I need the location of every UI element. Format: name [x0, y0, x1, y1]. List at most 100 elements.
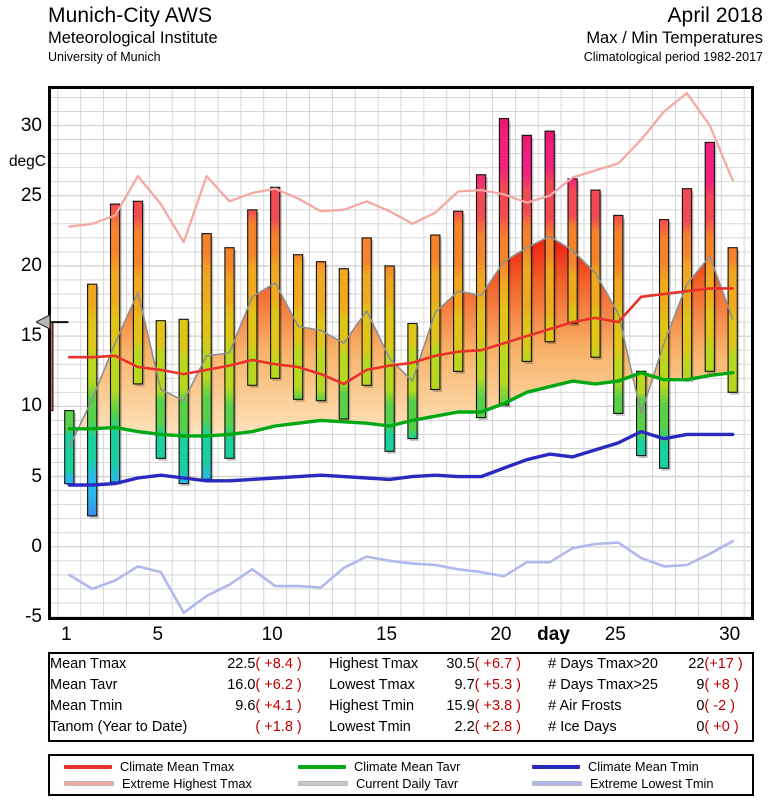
- stats-anomaly: ( +8.4 ): [255, 656, 302, 672]
- statistics-box: Mean Tmax 22.5( +8.4 ) Highest Tmax 30.5( +…: [48, 652, 754, 742]
- stats-label: # Days Tmax>25: [548, 677, 658, 693]
- climate-mean-tavr-line: [67, 371, 735, 438]
- stats-value: 15.9: [446, 698, 475, 714]
- column-gap: [313, 654, 329, 675]
- y-axis-tick-10: 10: [20, 395, 42, 417]
- stats-label: Tanom (Year to Date): [50, 719, 188, 735]
- legend-label: Climate Mean Tmax: [120, 758, 235, 774]
- legend-color-swatch: [298, 781, 348, 786]
- current-daily-tavr-line: [68, 235, 734, 448]
- stats-label: Mean Tmin: [50, 698, 123, 714]
- y-axis-tick-20: 20: [20, 254, 42, 276]
- stats-value: 9: [696, 677, 705, 693]
- chart-subtitle: Max / Min Temperatures: [586, 29, 763, 47]
- legend-label: Climate Mean Tavr: [354, 758, 461, 774]
- stats-anomaly: ( +6.7 ): [474, 656, 521, 672]
- plot-frame: [48, 86, 754, 620]
- stats-row: Mean Tmax 22.5( +8.4 ) Highest Tmax 30.5( +…: [50, 654, 752, 675]
- legend-color-swatch: [532, 764, 580, 769]
- period-title: April 2018: [667, 4, 763, 27]
- column-gap: [313, 717, 329, 738]
- legend-color-swatch: [64, 764, 112, 769]
- legend-color-swatch: [298, 764, 346, 769]
- legend-item: Extreme Lowest Tmin: [532, 775, 752, 791]
- stats-value: 22.5: [227, 656, 256, 672]
- stats-value: 9.7: [454, 677, 475, 693]
- stats-row: Mean Tavr 16.0( +6.2 ) Lowest Tmax 9.7( +5.…: [50, 675, 752, 696]
- station-title: Munich-City AWS: [48, 4, 213, 27]
- header-right: April 2018 Max / Min Temperatures Climat…: [584, 4, 763, 66]
- stats-anomaly: (+17 ): [704, 656, 743, 672]
- x-axis-title: day: [537, 624, 570, 645]
- legend-color-swatch: [64, 781, 114, 786]
- stats-label: Lowest Tmax: [328, 677, 415, 693]
- anomaly-bar: [51, 321, 54, 412]
- year-to-date-anomaly-marker: [51, 321, 69, 412]
- stats-anomaly: ( +5.3 ): [474, 677, 521, 693]
- y-axis-tick-15: 15: [20, 325, 42, 347]
- x-axis-tick-15: 15: [375, 624, 398, 645]
- stats-label: Highest Tmax: [328, 656, 419, 672]
- stats-row: Mean Tmin 9.6( +4.1 ) Highest Tmin 15.9( +3…: [50, 696, 752, 717]
- stats-value: 9.6: [235, 698, 256, 714]
- stats-anomaly: ( +1.8 ): [255, 719, 302, 735]
- y-axis-title: degC: [8, 153, 46, 171]
- column-gap: [532, 675, 548, 696]
- legend-item: Climate Mean Tavr: [298, 758, 518, 774]
- tavr-anomaly-band: [69, 236, 733, 448]
- stats-value: [220, 717, 255, 738]
- stats-label: Mean Tmax: [50, 656, 127, 672]
- stats-value: 2.2: [454, 719, 475, 735]
- statistics-table: Mean Tmax 22.5( +8.4 ) Highest Tmax 30.5( +…: [50, 654, 752, 738]
- legend-box: Climate Mean Tmax Extreme Highest Tmax Cli…: [48, 754, 754, 796]
- legend-item: Climate Mean Tmin: [532, 758, 752, 774]
- x-axis-tick-10: 10: [261, 624, 283, 645]
- stats-anomaly: ( +2.8 ): [474, 719, 521, 735]
- stats-label: # Ice Days: [548, 719, 617, 735]
- stats-value: 0: [696, 698, 705, 714]
- daily-range-bars: [64, 117, 740, 519]
- column-gap: [532, 696, 548, 717]
- x-axis-tick-1: 1: [61, 624, 72, 645]
- climate-mean-tmin-line: [67, 429, 735, 487]
- stats-label: Mean Tavr: [50, 677, 118, 693]
- stats-label: Highest Tmin: [328, 698, 415, 714]
- stats-label: Lowest Tmin: [328, 719, 411, 735]
- legend-color-swatch: [532, 781, 582, 786]
- stats-anomaly: ( +8 ): [704, 677, 739, 693]
- climate-mean-tmax-line: [67, 287, 735, 386]
- legend-column-2: Climate Mean Tavr Current Daily Tavr: [284, 758, 518, 791]
- legend-label: Extreme Lowest Tmin: [590, 775, 714, 791]
- anomaly-arrow-icon: [36, 314, 51, 331]
- y-axis-tick-25: 25: [20, 184, 42, 206]
- y-axis-tick-5: 5: [31, 465, 42, 487]
- plot-area: [51, 89, 751, 617]
- page-header: Munich-City AWS Meteorological Institute…: [0, 0, 775, 82]
- stats-label: # Air Frosts: [548, 698, 622, 714]
- column-gap: [313, 696, 329, 717]
- temperature-chart: [51, 89, 751, 617]
- stats-label: # Days Tmax>20: [548, 656, 658, 672]
- legend-item: Current Daily Tavr: [298, 775, 518, 791]
- y-axis-tick--5: -5: [25, 606, 42, 627]
- x-axis-tick-5: 5: [152, 624, 164, 645]
- legend-label: Current Daily Tavr: [356, 775, 459, 791]
- legend-label: Extreme Highest Tmax: [122, 775, 252, 791]
- header-left: Munich-City AWS Meteorological Institute…: [48, 4, 218, 66]
- stats-value: 16.0: [227, 677, 256, 693]
- stats-anomaly: ( -2 ): [704, 698, 736, 714]
- y-axis-tick-30: 30: [20, 114, 42, 136]
- x-axis-tick-30: 30: [719, 624, 741, 645]
- column-gap: [313, 675, 329, 696]
- legend-label: Climate Mean Tmin: [588, 758, 699, 774]
- y-axis-tick-0: 0: [31, 535, 42, 557]
- extreme-highest-tmax-line: [68, 92, 734, 244]
- legend-item: Climate Mean Tmax: [64, 758, 284, 774]
- climatology-period: Climatological period 1982-2017: [583, 50, 763, 64]
- x-axis-tick-20: 20: [490, 624, 512, 645]
- stats-anomaly: ( +0 ): [704, 719, 739, 735]
- column-gap: [532, 654, 548, 675]
- institute-name: Meteorological Institute: [48, 29, 218, 47]
- legend-column-1: Climate Mean Tmax Extreme Highest Tmax: [50, 758, 284, 791]
- extreme-lowest-tmin-line: [67, 539, 735, 615]
